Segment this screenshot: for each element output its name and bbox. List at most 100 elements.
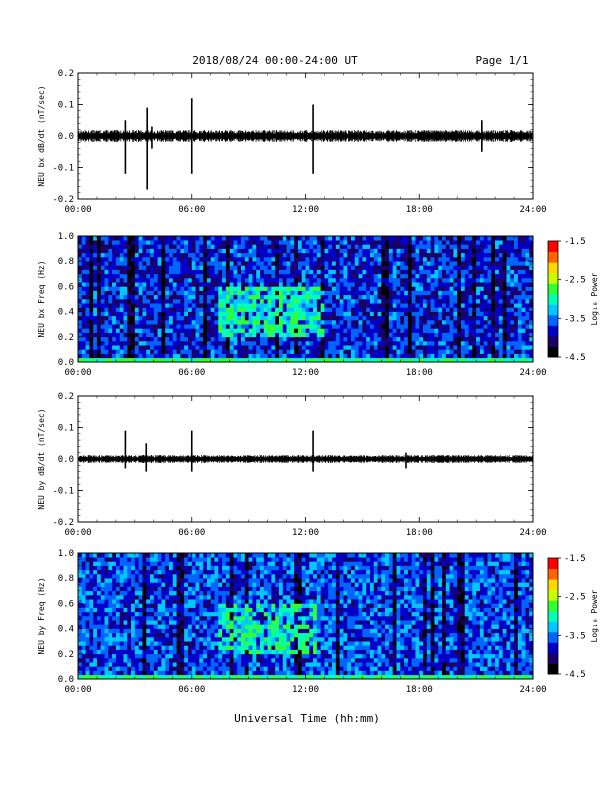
spectrogram-cell [206,261,212,266]
spectrogram-cell [514,278,519,283]
spectrogram-cell [278,294,284,300]
spectrogram-cell [354,345,359,350]
spectrogram-cell [521,257,526,262]
spectrogram-cell [123,590,128,596]
spectrogram-cell [180,341,185,346]
spectrogram-cell [108,349,113,354]
spectrogram-cell [339,236,344,241]
spectrogram-cell [127,637,132,642]
spectrogram-cell [119,252,124,258]
spectrogram-cell [199,336,204,342]
spectrogram-cell [483,357,488,363]
spectrogram-cell [81,257,86,262]
spectrogram-cell [142,599,147,604]
spectrogram-cell [510,328,515,333]
spectrogram-cell [271,278,276,283]
spectrogram-cell [96,670,102,676]
spectrogram-cell [472,357,477,363]
spectrogram-cell [161,582,166,587]
spectrogram-cell [309,349,314,354]
spectrogram-cell [123,341,128,346]
signal-trace [78,455,533,463]
spectrogram-cell [123,353,128,359]
spectrogram-cell [93,553,98,558]
spectrogram-cell [210,236,215,241]
spectrogram-cell [252,286,257,291]
spectrogram-cell [457,345,462,350]
spectrogram-cell [366,320,371,325]
spectrogram-cell [457,315,462,321]
spectrogram-cell [373,311,378,317]
spectrogram-cell [305,320,310,325]
spectrogram-cell [309,265,314,270]
spectrogram-cell [123,624,128,629]
spectrogram-cell [411,320,416,325]
spectrogram-cell [316,357,321,363]
spectrogram-cell [131,345,136,350]
spectrogram-cell [294,336,299,342]
spectrogram-cell [400,311,405,317]
spectrogram-cell [161,645,166,650]
spectrogram-cell [506,320,511,325]
spectrogram-cell [404,257,409,262]
spectrogram-cell [85,553,90,558]
spectrogram-cell [396,341,401,346]
spectrogram-cell [89,653,94,659]
spectrogram-cell [146,653,151,659]
spectrogram-cell [305,303,310,308]
spectrogram-cell [286,353,291,359]
spectrogram-cell [85,244,90,249]
spectrogram-cell [191,674,196,680]
colorbar-frame [547,240,559,358]
spectrogram-cell [453,299,458,304]
spectrogram-cell [161,324,166,329]
spectrogram-cell [369,315,375,321]
spectrogram-cell [260,324,265,329]
spectrogram-cell [229,307,234,312]
spectrogram-cell [514,286,519,291]
spectrogram-cell [191,336,196,342]
spectrogram-cell [89,252,94,258]
spectrogram-cell [366,328,371,333]
spectrogram-cell [222,345,227,350]
spectrogram-cell [305,244,310,249]
spectrogram-cell [438,252,443,258]
spectrogram-cell [316,290,321,296]
spectrogram-cell [301,315,306,321]
spectrogram-cell [483,303,488,308]
spectrogram-cell [134,611,139,617]
spectrogram-cell [89,624,94,629]
spectrogram-cell [400,286,405,291]
spectrogram-cell [369,265,375,270]
spectrogram-cell [460,299,466,304]
spectrogram-cell [78,616,83,621]
spectrogram-cell [85,303,90,308]
spectrogram-cell [309,336,314,342]
spectrogram-cell [476,265,481,270]
spectrogram-cell [146,666,151,671]
spectrogram-cell [127,252,132,258]
spectrogram-cell [187,616,193,621]
spectrogram-cell [138,303,143,308]
spectrogram-cell [241,307,246,312]
spectrogram-cell [187,649,193,655]
spectrogram-cell [430,332,435,338]
spectrogram-cell [517,311,522,317]
spectrogram-cell [358,265,363,270]
spectrogram-cell [460,273,466,279]
spectrogram-cell [426,290,431,296]
spectrogram-cell [286,349,291,354]
spectrogram-cell [127,244,132,249]
spectrogram-cell [495,265,500,270]
spectrogram-cell [81,637,86,642]
spectrogram-cell [115,324,121,329]
spectrogram-cell [191,328,196,333]
spectrogram-cell [449,248,454,254]
spectrogram-cell [313,278,318,283]
spectrogram-cell [180,311,185,317]
spectrogram-cell [263,315,268,321]
spectrogram-cell [271,345,276,350]
spectrogram-cell [203,332,208,338]
spectrogram-cell [214,336,219,342]
spectrogram-cell [180,332,185,338]
